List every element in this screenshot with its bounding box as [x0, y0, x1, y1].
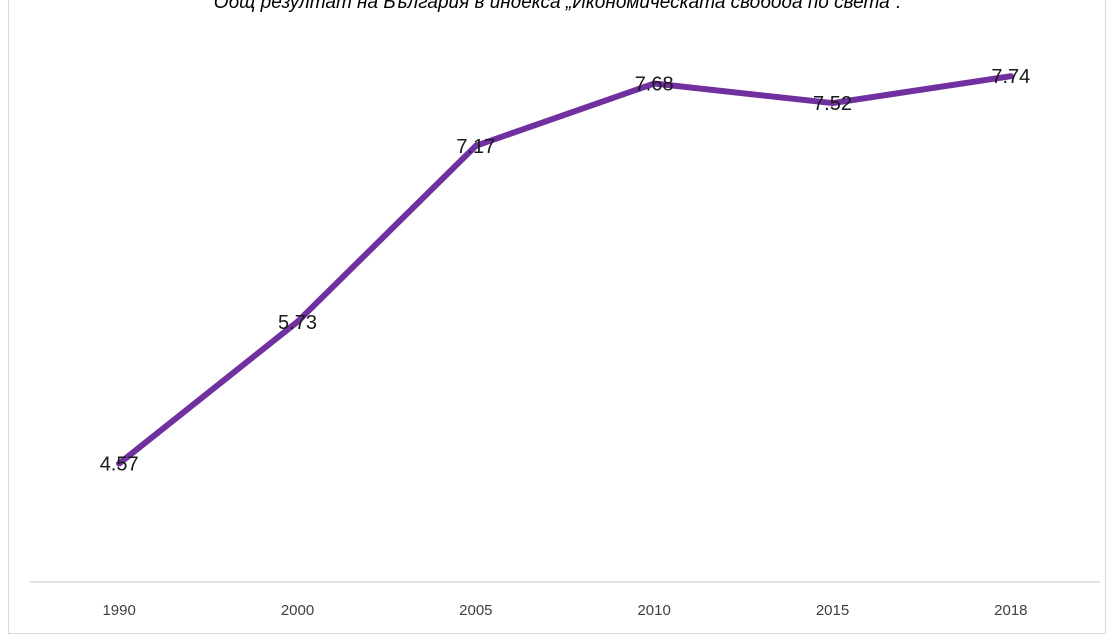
data-label: 7.74 — [991, 66, 1030, 88]
data-label: 7.52 — [813, 93, 852, 115]
chart-title: Общ резултат на България в индекса „Икон… — [213, 0, 902, 13]
data-point — [1007, 73, 1014, 80]
x-tick-label: 2010 — [637, 602, 670, 619]
data-label: 5.73 — [278, 312, 317, 334]
data-point — [651, 80, 658, 87]
data-label: 7.68 — [635, 74, 674, 96]
data-label: 4.57 — [100, 453, 139, 475]
data-point — [294, 318, 301, 325]
x-tick-label: 2005 — [459, 602, 492, 619]
data-point — [472, 142, 479, 149]
data-label: 7.17 — [456, 136, 495, 158]
x-tick-label: 2000 — [281, 602, 314, 619]
series-line — [116, 73, 1014, 467]
data-point — [829, 100, 836, 107]
x-tick-label: 2015 — [816, 602, 849, 619]
x-tick-label: 1990 — [102, 602, 135, 619]
data-point — [116, 460, 123, 467]
x-tick-label: 2018 — [994, 602, 1027, 619]
chart-area — [8, 0, 1106, 634]
